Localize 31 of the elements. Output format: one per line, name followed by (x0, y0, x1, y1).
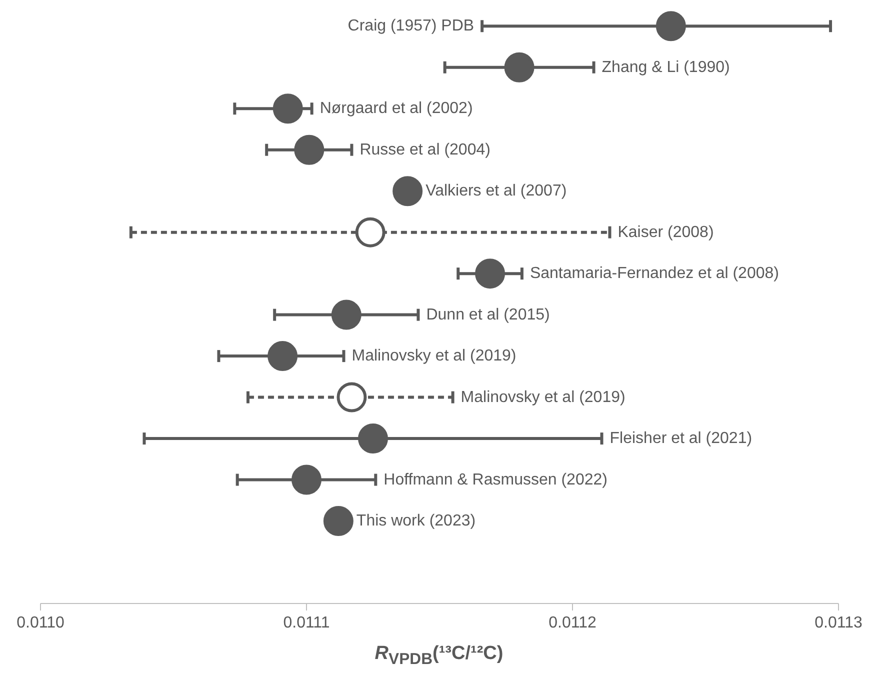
y-tick-label: Malinovsky et al (2019) (460, 388, 626, 406)
point (272, 94, 303, 124)
y-tick-label: Fleisher et al (2021) (610, 430, 752, 448)
x-tick-label: 0.0110 (16, 614, 64, 632)
x-tick-label: 0.0113 (814, 614, 862, 632)
x-axis-title: R$_{VPDB}$(¹³C/¹²C) (374, 642, 504, 670)
point (504, 52, 534, 82)
y-tick-label: Malinovsky et al (2019) (352, 348, 516, 365)
y-tick-label: Valkiers et al (2007) (426, 182, 567, 200)
point (294, 134, 324, 165)
point (292, 464, 322, 495)
y-tick-label: Craig (1957) PDB (348, 18, 474, 35)
point (355, 217, 386, 248)
y-tick-label: This work (2023) (356, 512, 476, 530)
y-tick-label: Nørgaard et al (2002) (320, 100, 473, 118)
point (392, 176, 423, 206)
point (656, 11, 686, 42)
y-tick-label: Hoffmann & Rasmussen (2022) (384, 471, 608, 488)
y-tick-label: Dunn et al (2015) (426, 306, 550, 324)
point (358, 424, 388, 454)
y-tick-label: Santamaria-Fernandez et al (2008) (530, 265, 779, 282)
point (331, 300, 362, 330)
point (336, 382, 367, 412)
y-tick-label: Kaiser (2008) (618, 224, 714, 241)
point (475, 258, 506, 289)
point (323, 506, 354, 536)
y-tick-label: Zhang & Li (1990) (602, 58, 730, 76)
x-tick-label: 0.0112 (548, 614, 596, 632)
point (268, 341, 298, 372)
y-tick-label: Russe et al (2004) (360, 141, 490, 158)
x-tick-label: 0.0111 (283, 614, 330, 632)
